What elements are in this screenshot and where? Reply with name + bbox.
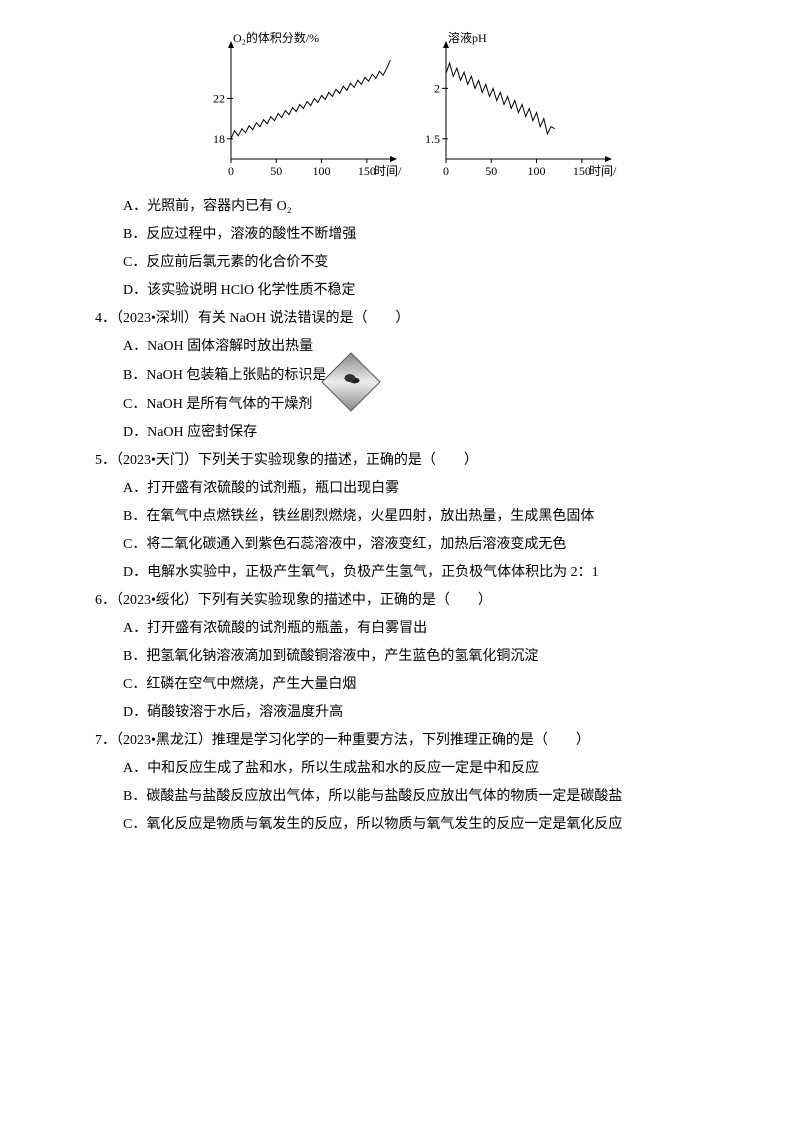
svg-text:50: 50 — [270, 164, 282, 178]
q4-option-d: D．NaOH 应密封保存 — [95, 419, 719, 447]
svg-text:时间/s: 时间/s — [374, 164, 402, 178]
svg-text:溶液pH: 溶液pH — [448, 30, 487, 45]
q7-option-b: B．碳酸盐与盐酸反应放出气体，所以能与盐酸反应放出气体的物质一定是碳酸盐 — [95, 783, 719, 811]
svg-text:0: 0 — [443, 164, 449, 178]
chart-ph-svg: 0501001501.52溶液pH时间/s — [412, 30, 617, 185]
q6-option-b: B．把氢氧化钠溶液滴加到硫酸铜溶液中，产生蓝色的氢氧化铜沉淀 — [95, 643, 719, 671]
q5-option-c: C．将二氧化碳通入到紫色石蕊溶液中，溶液变红，加热后溶液变成无色 — [95, 531, 719, 559]
q4-option-b-text: B．NaOH 包装箱上张贴的标识是 — [123, 368, 326, 383]
q7-option-a: A．中和反应生成了盐和水，所以生成盐和水的反应一定是中和反应 — [95, 755, 719, 783]
svg-text:0: 0 — [228, 164, 234, 178]
q6-option-d: D．硝酸铵溶于水后，溶液温度升高 — [95, 699, 719, 727]
svg-text:时间/s: 时间/s — [589, 164, 617, 178]
svg-text:O₂的体积分数/%: O₂的体积分数/% — [233, 30, 319, 45]
q5-option-b: B．在氧气中点燃铁丝，铁丝剧烈燃烧，火星四射，放出热量，生成黑色固体 — [95, 503, 719, 531]
q7-option-c: C．氧化反应是物质与氧发生的反应，所以物质与氧气发生的反应一定是氧化反应 — [95, 811, 719, 839]
svg-text:100: 100 — [313, 164, 331, 178]
q5-option-a: A．打开盛有浓硫酸的试剂瓶，瓶口出现白雾 — [95, 475, 719, 503]
svg-text:18: 18 — [213, 132, 225, 146]
q4-stem: 4．（2023•深圳）有关 NaOH 说法错误的是（ ） — [95, 305, 719, 333]
chart-o2: 0501001501822O₂的体积分数/%时间/s — [197, 30, 402, 185]
svg-text:22: 22 — [213, 91, 225, 105]
charts-row: 0501001501822O₂的体积分数/%时间/s 0501001501.52… — [95, 30, 719, 185]
svg-text:100: 100 — [528, 164, 546, 178]
svg-text:1.5: 1.5 — [425, 132, 440, 146]
q6-stem: 6．（2023•绥化）下列有关实验现象的描述中，正确的是（ ） — [95, 587, 719, 615]
q6-option-a: A．打开盛有浓硫酸的试剂瓶的瓶盖，有白雾冒出 — [95, 615, 719, 643]
q4-option-c: C．NaOH 是所有气体的干燥剂 — [95, 391, 719, 419]
q7-stem: 7．（2023•黑龙江）推理是学习化学的一种重要方法，下列推理正确的是（ ） — [95, 727, 719, 755]
q3-option-d: D．该实验说明 HClO 化学性质不稳定 — [95, 277, 719, 305]
q4-option-b: B．NaOH 包装箱上张贴的标识是 — [95, 361, 719, 391]
q5-stem: 5．（2023•天门）下列关于实验现象的描述，正确的是（ ） — [95, 447, 719, 475]
chart-ph: 0501001501.52溶液pH时间/s — [412, 30, 617, 185]
chart-o2-svg: 0501001501822O₂的体积分数/%时间/s — [197, 30, 402, 185]
q5-option-d: D．电解水实验中，正极产生氧气，负极产生氢气，正负极气体体积比为 2：1 — [95, 559, 719, 587]
q6-option-c: C．红磷在空气中燃烧，产生大量白烟 — [95, 671, 719, 699]
q3-option-a: A．光照前，容器内已有 O₂ — [95, 193, 719, 221]
q3-option-c: C．反应前后氯元素的化合价不变 — [95, 249, 719, 277]
q4-option-a: A．NaOH 固体溶解时放出热量 — [95, 333, 719, 361]
q3-option-b: B．反应过程中，溶液的酸性不断增强 — [95, 221, 719, 249]
svg-text:2: 2 — [434, 81, 440, 95]
svg-text:50: 50 — [485, 164, 497, 178]
